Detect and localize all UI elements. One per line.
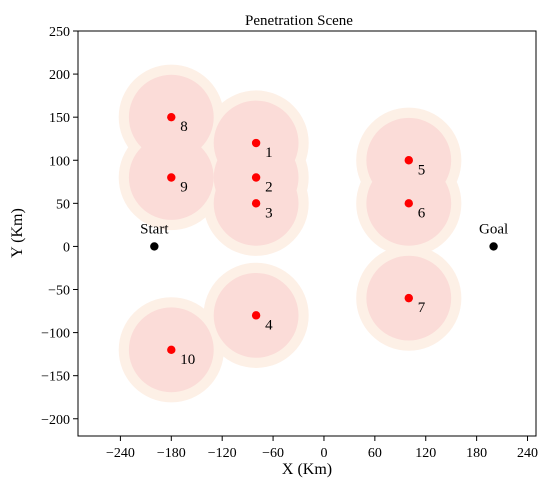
threat-label: 6 <box>418 205 426 221</box>
threat-label: 7 <box>418 300 426 316</box>
x-tick-label: −120 <box>208 446 237 461</box>
threat-label: 1 <box>265 145 273 161</box>
endpoint-label: Goal <box>479 221 508 237</box>
chart-point-labels: 1 2 3 4 5 6 7 8 9 10 Start Goal <box>140 119 508 368</box>
threat-point <box>167 345 176 355</box>
y-axis-title: Y (Km) <box>9 208 26 258</box>
x-tick-label: −180 <box>157 446 186 461</box>
x-tick-label: 0 <box>320 446 327 461</box>
x-axis-title: X (Km) <box>282 461 332 478</box>
x-tick-label: 120 <box>415 446 436 461</box>
threat-point <box>404 156 413 165</box>
chart-title: Penetration Scene <box>245 13 353 29</box>
plot-frame <box>77 30 537 437</box>
threat-point <box>167 173 176 182</box>
threat-point <box>251 311 261 320</box>
x-tick-label: −240 <box>106 446 135 461</box>
threat-label: 10 <box>180 352 195 368</box>
threat-label: 3 <box>265 205 273 221</box>
x-axis-ticks: −240 −180 −120 −60 0 60 120 180 240 <box>106 436 538 461</box>
x-tick-label: −60 <box>262 446 284 461</box>
x-tick-label: 60 <box>368 446 382 461</box>
threat-point <box>251 138 261 148</box>
threat-point <box>404 293 413 303</box>
endpoint-point <box>150 242 159 251</box>
x-tick-label: 180 <box>466 446 487 461</box>
y-tick-label: 200 <box>49 68 70 83</box>
y-tick-label: −50 <box>48 284 70 299</box>
threat-point <box>251 199 261 208</box>
y-tick-label: −100 <box>41 327 70 342</box>
endpoint-label: Start <box>140 221 169 237</box>
threat-label: 8 <box>180 119 188 135</box>
chart-points <box>150 112 498 355</box>
endpoint-point <box>489 242 498 251</box>
y-tick-label: −200 <box>41 413 70 428</box>
threat-label: 5 <box>418 162 426 178</box>
x-tick-label: 240 <box>517 446 538 461</box>
y-tick-label: −150 <box>41 370 70 385</box>
threat-label: 9 <box>180 179 188 195</box>
y-tick-label: 100 <box>49 154 70 169</box>
y-tick-label: 150 <box>49 111 70 126</box>
threat-point <box>167 112 176 122</box>
threat-point <box>251 173 261 182</box>
y-axis-ticks: −200 −150 −100 −50 0 50 100 150 200 250 <box>41 25 78 428</box>
y-tick-label: 0 <box>63 240 70 255</box>
threat-label: 4 <box>265 317 273 333</box>
y-tick-label: 250 <box>49 25 70 40</box>
threat-point <box>404 199 413 208</box>
threat-label: 2 <box>265 179 273 195</box>
y-tick-label: 50 <box>56 197 70 212</box>
